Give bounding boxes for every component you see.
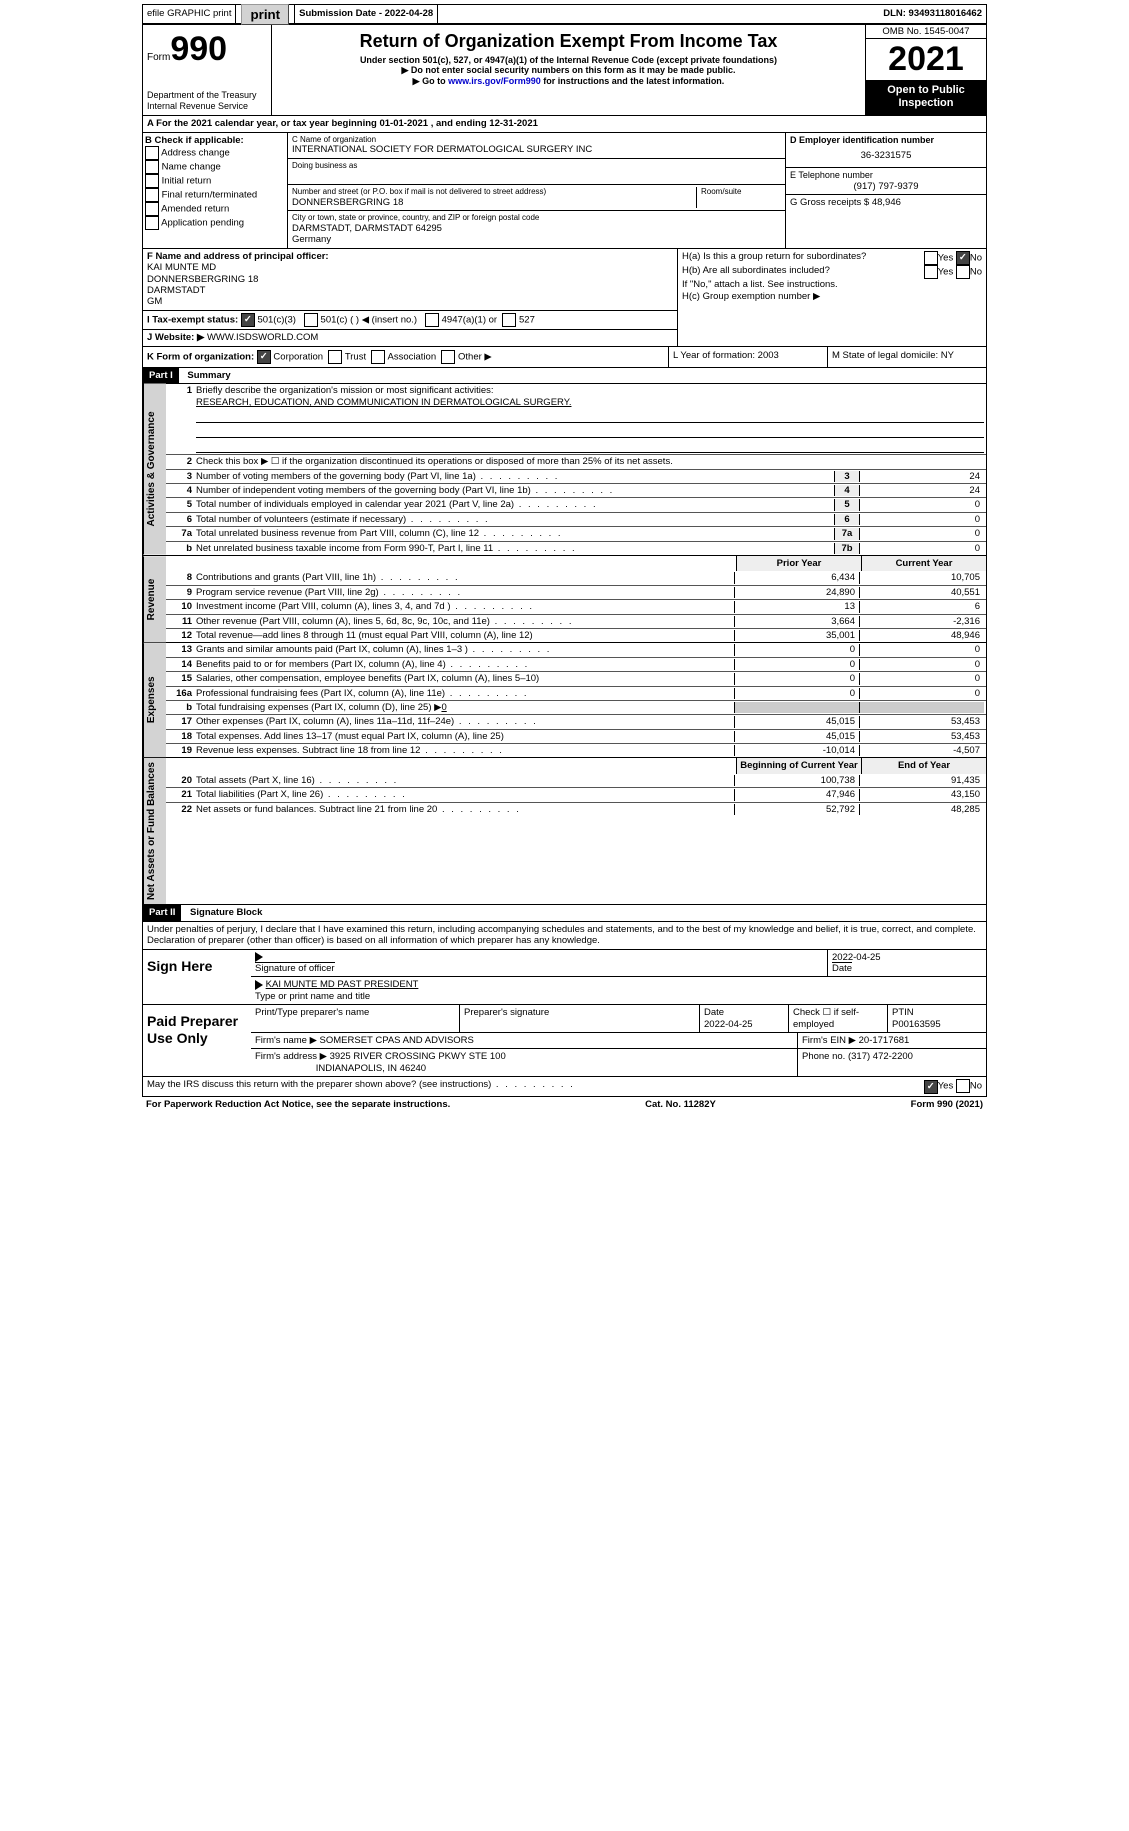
tax-year: 2021 [866, 39, 986, 80]
open-public-label: Open to Public Inspection [866, 80, 986, 114]
label-expenses: Expenses [143, 643, 166, 757]
form-header: Form990 Department of the Treasury Inter… [142, 24, 987, 116]
org-city: DARMSTADT, DARMSTADT 64295 [292, 223, 781, 234]
part2-header: Part II Signature Block [142, 905, 987, 921]
ein: 36-3231575 [790, 146, 982, 165]
revenue-section: Prior YearCurrent Year 8Contributions an… [166, 556, 986, 642]
section-j: J Website: ▶ WWW.ISDSWORLD.COM [143, 330, 677, 345]
form-number: Form990 [147, 29, 267, 70]
section-b: B Check if applicable: Address change Na… [143, 133, 288, 248]
section-h: H(a) Is this a group return for subordin… [678, 249, 986, 346]
section-k: K Form of organization: ✓ Corporation Tr… [143, 347, 668, 368]
label-governance: Activities & Governance [143, 384, 166, 555]
declaration: Under penalties of perjury, I declare th… [142, 922, 987, 950]
gross-receipts: G Gross receipts $ 48,946 [790, 197, 982, 208]
section-i: I Tax-exempt status: ✓ 501(c)(3) 501(c) … [143, 311, 677, 331]
org-name: INTERNATIONAL SOCIETY FOR DERMATOLOGICAL… [292, 144, 781, 155]
officer-name: KAI MUNTE MD PAST PRESIDENT [266, 979, 419, 990]
efile-label: efile GRAPHIC print [143, 5, 236, 23]
phone: (917) 797-9379 [790, 181, 982, 192]
section-c: C Name of organization INTERNATIONAL SOC… [288, 133, 786, 248]
paid-preparer-label: Paid Preparer Use Only [143, 1005, 251, 1076]
dln-label: DLN: 93493118016462 [879, 5, 986, 23]
form-title: Return of Organization Exempt From Incom… [276, 31, 861, 53]
label-revenue: Revenue [143, 556, 166, 642]
submission-date: Submission Date - 2022-04-28 [295, 5, 438, 23]
print-button[interactable]: print [241, 4, 289, 25]
label-net-assets: Net Assets or Fund Balances [143, 758, 166, 904]
page-footer: For Paperwork Reduction Act Notice, see … [142, 1097, 987, 1112]
form-note1: ▶ Do not enter social security numbers o… [276, 65, 861, 76]
irs-link[interactable]: www.irs.gov/Form990 [448, 76, 541, 86]
row-a-period: A For the 2021 calendar year, or tax yea… [142, 116, 987, 132]
form-subtitle: Under section 501(c), 527, or 4947(a)(1)… [276, 55, 861, 66]
org-street: DONNERSBERGRING 18 [292, 197, 696, 208]
governance-section: 1 Briefly describe the organization's mi… [166, 384, 986, 555]
section-f: F Name and address of principal officer:… [143, 249, 677, 311]
form-note2: ▶ Go to www.irs.gov/Form990 for instruct… [276, 76, 861, 87]
expenses-section: 13Grants and similar amounts paid (Part … [166, 643, 986, 757]
firm-name: SOMERSET CPAS AND ADVISORS [320, 1035, 474, 1046]
part1-header: Part I Summary [142, 368, 987, 384]
website: WWW.ISDSWORLD.COM [207, 332, 318, 343]
dept-label: Department of the Treasury [147, 90, 267, 101]
sign-here-label: Sign Here [143, 950, 251, 1005]
irs-discuss-row: May the IRS discuss this return with the… [142, 1077, 987, 1097]
section-m: M State of legal domicile: NY [827, 347, 986, 368]
irs-label: Internal Revenue Service [147, 101, 267, 112]
top-bar: efile GRAPHIC print print Submission Dat… [142, 4, 987, 24]
section-degf: D Employer identification number 36-3231… [786, 133, 986, 248]
omb-label: OMB No. 1545-0047 [866, 25, 986, 39]
net-assets-section: Beginning of Current YearEnd of Year 20T… [166, 758, 986, 904]
section-l: L Year of formation: 2003 [668, 347, 827, 368]
